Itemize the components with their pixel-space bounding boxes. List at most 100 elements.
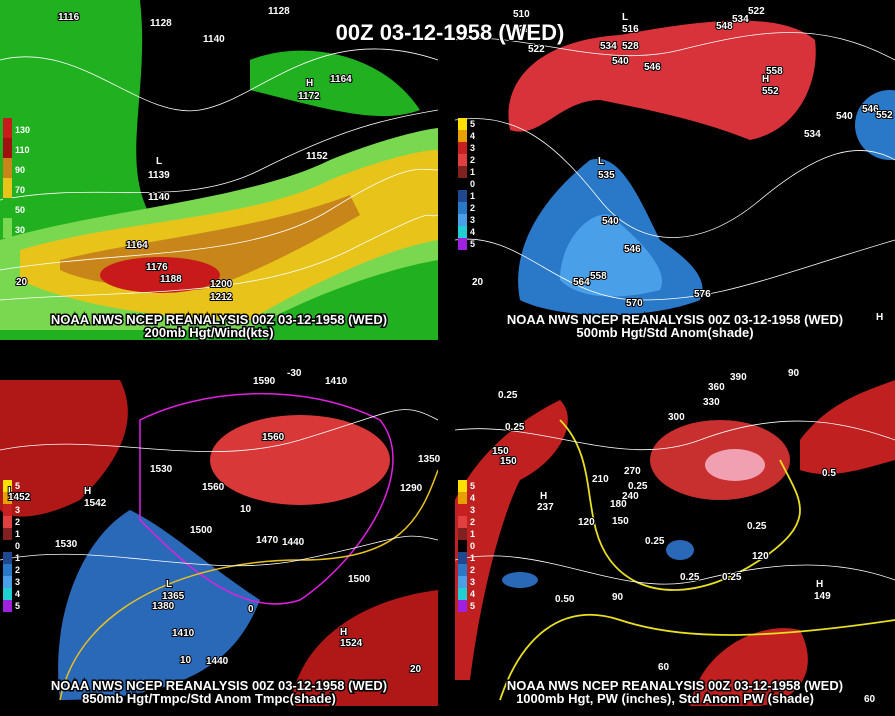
legend-label: 5 [15, 481, 20, 491]
contour-label: 150 [500, 456, 517, 467]
contour-label: 1560 [262, 432, 285, 443]
contour-label: 60 [864, 694, 876, 705]
contour-label: 180 [610, 499, 627, 510]
contour-label: 1290 [400, 483, 423, 494]
legend-swatch [3, 480, 12, 492]
contour-label: 576 [694, 289, 711, 300]
contour-label: 1530 [150, 464, 173, 475]
contour-label: 1172 [298, 91, 320, 102]
legend-swatch [3, 540, 12, 552]
legend-swatch [3, 118, 12, 138]
legend-swatch [3, 600, 12, 612]
contour-label: 540 [836, 111, 853, 122]
legend-label: 0 [15, 541, 20, 551]
legend-label: 2 [470, 565, 475, 575]
contour-label: 546 [624, 244, 641, 255]
contour-label: 1410 [172, 628, 195, 639]
contour-label: 546 [644, 62, 661, 73]
legend-label: 2 [470, 517, 475, 527]
legend-swatch [458, 142, 467, 154]
contour-label: 552 [762, 86, 779, 97]
contour-label: 149 [814, 591, 831, 602]
legend-label: 0 [470, 179, 475, 189]
contour-label: 535 [598, 170, 615, 181]
legend-label: 1 [470, 191, 475, 201]
contour-label: 0.25 [628, 481, 648, 492]
contour-label: 390 [730, 372, 747, 383]
contour-label: 1140 [148, 192, 170, 203]
legend-swatch [458, 588, 467, 600]
legend-swatch [3, 178, 12, 198]
contour-label: L [598, 156, 604, 167]
panel-caption: 1000mb Hgt, PW (inches), Std Anom PW (sh… [516, 691, 814, 706]
legend-label: 2 [470, 155, 475, 165]
contour-label: H [762, 74, 769, 85]
legend-swatch [458, 130, 467, 142]
contour-label: 1212 [210, 292, 233, 303]
legend-swatch [458, 504, 467, 516]
legend-label: 5 [15, 601, 20, 611]
contour-label: 1176 [146, 262, 168, 273]
legend-swatch [458, 214, 467, 226]
contour-label: 150 [492, 446, 509, 457]
contour-label: 1152 [306, 151, 328, 162]
legend-label: 4 [470, 227, 475, 237]
legend-swatch [458, 238, 467, 250]
legend-label: 4 [470, 493, 475, 503]
contour-label: 1410 [325, 376, 348, 387]
panel-source: NOAA NWS NCEP REANALYSIS 00Z 03-12-1958 … [51, 678, 387, 693]
panel-source: NOAA NWS NCEP REANALYSIS 00Z 03-12-1958 … [507, 312, 843, 327]
contour-label: H [340, 627, 347, 638]
contour-label: 1164 [126, 240, 148, 251]
legend-swatch [458, 166, 467, 178]
contour-label: 558 [590, 271, 607, 282]
legend-label: 1 [15, 553, 20, 563]
legend-label: 3 [470, 143, 475, 153]
legend-swatch [3, 218, 12, 238]
contour-label: -30 [287, 368, 302, 379]
contour-label: L [166, 579, 172, 590]
panel-source: NOAA NWS NCEP REANALYSIS 00Z 03-12-1958 … [507, 678, 843, 693]
legend-swatch [3, 198, 12, 218]
contour-label: 558 [766, 66, 783, 77]
legend-swatch [458, 564, 467, 576]
legend-label: 5 [470, 601, 475, 611]
panel-caption: 500mb Hgt/Std Anom(shade) [576, 325, 753, 340]
legend-label: 90 [15, 165, 25, 175]
legend-swatch [3, 552, 12, 564]
contour-label: 10 [240, 504, 252, 515]
contour-label: L [156, 156, 162, 167]
contour-label: 60 [658, 662, 670, 673]
contour-label: 1139 [148, 170, 170, 181]
contour-label: 1524 [340, 638, 363, 649]
panel-500mb [455, 0, 895, 340]
contour-label: 0 [248, 604, 254, 615]
main-title: 00Z 03-12-1958 (WED) [336, 20, 565, 45]
legend-swatch [3, 528, 12, 540]
contour-label: 120 [578, 517, 595, 528]
contour-label: 1350 [418, 454, 441, 465]
contour-label: 564 [573, 277, 590, 288]
legend-swatch [458, 178, 467, 190]
panel-1000mb [455, 375, 895, 706]
contour-label: 534 [600, 41, 617, 52]
contour-label: 1188 [160, 274, 182, 285]
contour-label: 546 [862, 104, 879, 115]
legend-swatch [458, 528, 467, 540]
contour-label: 237 [537, 502, 554, 513]
contour-label: 540 [612, 56, 629, 67]
contour-label: 360 [708, 382, 725, 393]
legend-label: 4 [15, 589, 20, 599]
contour-label: 548 [716, 21, 733, 32]
legend-swatch [458, 492, 467, 504]
legend-swatch [458, 552, 467, 564]
contour-label: 20 [472, 277, 484, 288]
legend-label: 1 [470, 529, 475, 539]
legend-label: 130 [15, 125, 30, 135]
legend-label: 50 [15, 205, 25, 215]
legend-label: 1 [15, 529, 20, 539]
legend-swatch [458, 516, 467, 528]
panel-caption: 200mb Hgt/Wind(kts) [144, 325, 273, 340]
contour-label: 0.25 [747, 521, 767, 532]
contour-label: 240 [622, 491, 639, 502]
